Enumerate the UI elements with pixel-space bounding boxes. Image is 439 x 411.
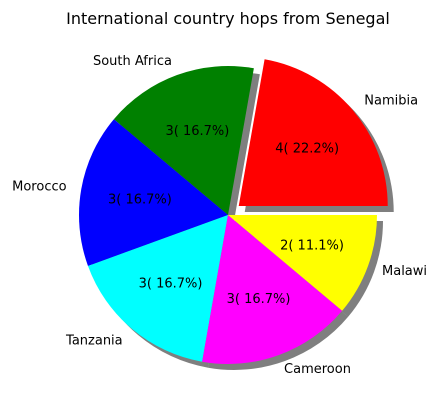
slice-label-morocco: Morocco [12,180,66,195]
label-layer: Namibia 4( 22.2%) South Africa 3( 16.7%) Mor… [12,54,427,377]
slice-label-cameroon: Cameroon [284,362,351,377]
pie-slice-cameroon [202,215,343,365]
slice-label-south-africa: South Africa [93,54,172,69]
slice-value-label-south-africa: 3( 16.7%) [165,124,229,139]
slice-label-malawi: Malawi [382,264,427,279]
slice-value-label-namibia: 4( 22.2%) [275,142,339,157]
slice-layer [79,59,388,365]
slice-value-label-morocco: 3( 16.7%) [108,192,172,207]
pie-slice-morocco [79,119,228,266]
chart-title: International country hops from Senegal [66,9,390,28]
pie-slice-malawi [228,215,377,311]
slice-value-label-cameroon: 3( 16.7%) [227,292,291,307]
slice-label-namibia: Namibia [364,94,418,109]
pie-slice-tanzania [87,215,229,362]
slice-value-label-malawi: 2( 11.1%) [280,239,344,254]
slice-label-tanzania: Tanzania [65,334,123,349]
slice-value-label-tanzania: 3( 16.7%) [139,276,203,291]
pie-slice-south-africa [113,65,254,215]
pie-slice-namibia [238,59,388,207]
